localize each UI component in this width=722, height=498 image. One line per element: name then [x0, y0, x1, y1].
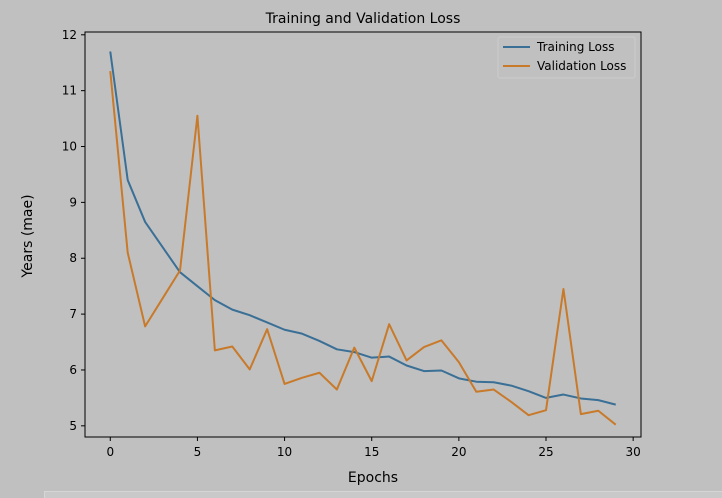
x-tick-label: 20 — [451, 445, 466, 459]
legend: Training Loss Validation Loss — [497, 36, 636, 79]
validation-loss-line — [109, 71, 617, 426]
x-axis-ticks: 0 5 10 15 20 25 30 — [106, 437, 641, 459]
x-tick-label: 5 — [194, 445, 202, 459]
x-axis-label: Epochs — [348, 470, 398, 486]
y-tick-label: 12 — [62, 28, 77, 42]
x-tick-label: 0 — [106, 445, 114, 459]
legend-label-training: Training Loss — [536, 40, 614, 54]
y-axis-ticks: 5 6 7 8 9 10 11 12 — [62, 28, 85, 433]
y-tick-label: 8 — [69, 251, 77, 265]
y-axis-label: Years (mae) — [20, 194, 36, 278]
legend-box — [497, 36, 636, 79]
plot-area — [84, 31, 642, 438]
y-tick-label: 7 — [69, 307, 77, 321]
x-tick-label: 15 — [364, 445, 379, 459]
y-tick-label: 11 — [62, 84, 77, 98]
y-tick-label: 9 — [69, 195, 77, 209]
x-tick-label: 10 — [277, 445, 292, 459]
x-tick-label: 30 — [626, 445, 641, 459]
y-tick-label: 6 — [69, 363, 77, 377]
bottom-panel-edge — [44, 491, 722, 498]
legend-label-validation: Validation Loss — [537, 59, 626, 73]
series-layer — [109, 51, 617, 426]
training-loss-line — [109, 51, 616, 406]
y-tick-label: 10 — [62, 140, 77, 154]
y-tick-label: 5 — [69, 419, 77, 433]
chart-title: Training and Validation Loss — [265, 11, 461, 27]
x-tick-label: 25 — [538, 445, 553, 459]
